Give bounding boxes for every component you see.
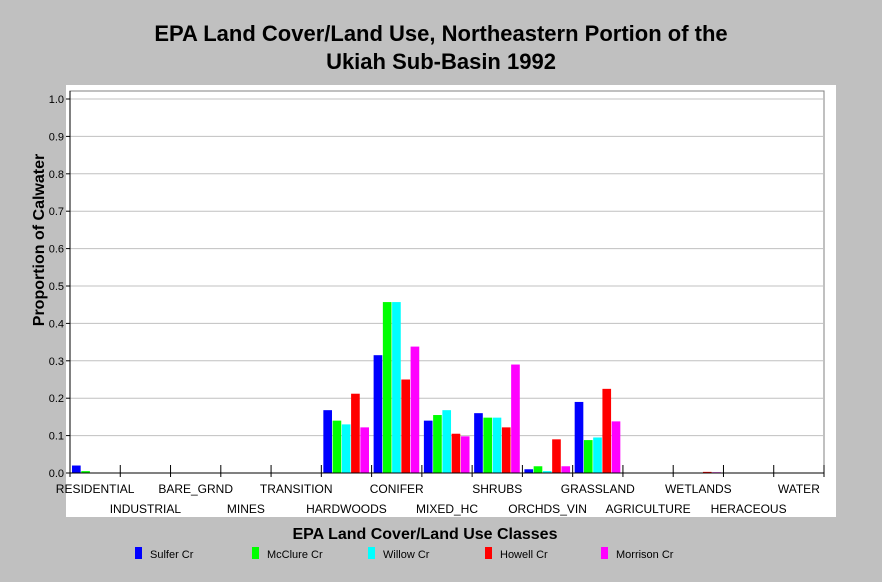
- legend-label: McClure Cr: [267, 549, 323, 561]
- category-label: WETLANDS: [665, 482, 732, 496]
- category-label: ORCHDS_VIN: [508, 502, 587, 516]
- category-label: MIXED_HC: [416, 502, 478, 516]
- category-label: WATER: [778, 482, 820, 496]
- legend-label: Willow Cr: [383, 549, 430, 561]
- legend-item: Sulfer Cr: [135, 546, 193, 564]
- category-label: GRASSLAND: [561, 482, 635, 496]
- bar-willow-cr-grassland: [593, 437, 602, 473]
- bar-mcclure-cr-residential: [81, 471, 90, 473]
- bar-sulfer-cr-orchds_vin: [524, 469, 534, 473]
- y-tick-label: 0.9: [49, 131, 64, 143]
- y-tick-label: 0.3: [49, 356, 64, 368]
- bar-willow-cr-shrubs: [492, 417, 502, 473]
- bar-howell-cr-conifer: [401, 379, 411, 473]
- y-axis-ticks: 0.0 0.1 0.2 0.3 0.4 0.5 0.6 0.7 0.8 0.9 1.0: [49, 91, 71, 480]
- bar-howell-cr-orchds_vin: [552, 439, 561, 473]
- bar-howell-cr-mixed_hc: [451, 433, 461, 473]
- legend-label: Sulfer Cr: [150, 549, 194, 561]
- y-tick-label: 0.7: [49, 206, 64, 218]
- category-label: MINES: [227, 502, 265, 516]
- bar-willow-cr-conifer: [392, 302, 401, 473]
- bar-sulfer-cr-conifer: [373, 355, 383, 473]
- bar-sulfer-cr-residential: [72, 465, 81, 473]
- legend-item: Willow Cr: [368, 546, 429, 564]
- chart-title: EPA Land Cover/Land Use, Northeastern Po…: [0, 20, 882, 76]
- legend-swatch: [601, 547, 608, 560]
- category-label: RESIDENTIAL: [56, 482, 135, 496]
- x-axis-ticks: [69, 465, 825, 477]
- y-tick-label: 0.0: [49, 468, 64, 480]
- bar-mcclure-cr-hardwoods: [332, 420, 342, 473]
- bar-morrison-cr-grassland: [611, 421, 621, 473]
- bar-sulfer-cr-grassland: [574, 401, 584, 473]
- bar-howell-cr-shrubs: [501, 427, 511, 473]
- chart-title-line-1: EPA Land Cover/Land Use, Northeastern Po…: [154, 21, 728, 46]
- bar-sulfer-cr-hardwoods: [323, 410, 332, 473]
- y-tick-label: 0.1: [49, 431, 64, 443]
- plot-area: [69, 90, 825, 474]
- bar-willow-cr-orchds_vin: [542, 471, 552, 473]
- bar-morrison-cr-hardwoods: [360, 427, 369, 473]
- legend-item: McClure Cr: [252, 546, 323, 564]
- category-label: HARDWOODS: [306, 502, 387, 516]
- bar-morrison-cr-shrubs: [511, 364, 520, 473]
- category-label: INDUSTRIAL: [110, 502, 182, 516]
- bar-howell-cr-grassland: [602, 388, 612, 473]
- bar-willow-cr-hardwoods: [341, 424, 351, 473]
- bar-mcclure-cr-orchds_vin: [533, 466, 543, 473]
- bar-sulfer-cr-mixed_hc: [423, 420, 433, 473]
- legend-swatch: [485, 547, 492, 560]
- category-label: BARE_GRND: [158, 482, 233, 496]
- y-tick-label: 0.2: [49, 393, 64, 405]
- bar-morrison-cr-mixed_hc: [460, 436, 470, 473]
- legend: Sulfer Cr McClure Cr Willow Cr Howell Cr Mor…: [0, 546, 882, 564]
- legend-swatch: [368, 547, 375, 560]
- legend-item: Morrison Cr: [601, 546, 673, 564]
- category-label: CONIFER: [370, 482, 424, 496]
- bar-sulfer-cr-shrubs: [474, 413, 483, 473]
- y-tick-label: 0.4: [49, 318, 64, 330]
- category-labels: RESIDENTIAL INDUSTRIAL BARE_GRND MINES TRANS…: [56, 482, 820, 516]
- bar-morrison-cr-orchds_vin: [561, 466, 571, 473]
- bar-willow-cr-mixed_hc: [442, 410, 452, 473]
- y-axis-label-text: Proportion of Calwater: [31, 153, 48, 327]
- legend-swatch: [135, 547, 142, 560]
- bar-howell-cr-hardwoods: [351, 393, 360, 473]
- bars: [72, 302, 721, 473]
- y-tick-label: 0.8: [49, 169, 64, 181]
- y-tick-label: 1.0: [49, 94, 64, 106]
- bar-mcclure-cr-conifer: [382, 302, 392, 473]
- y-tick-label: 0.6: [49, 244, 64, 256]
- y-tick-label: 0.5: [49, 281, 64, 293]
- category-label: TRANSITION: [260, 482, 333, 496]
- legend-item: Howell Cr: [485, 546, 548, 564]
- bar-mcclure-cr-grassland: [583, 440, 593, 473]
- category-label: AGRICULTURE: [606, 502, 691, 516]
- category-label: HERACEOUS: [711, 502, 787, 516]
- category-label: SHRUBS: [472, 482, 522, 496]
- chart-title-line-2: Ukiah Sub-Basin 1992: [326, 49, 556, 74]
- bar-mcclure-cr-shrubs: [483, 417, 493, 473]
- bar-howell-cr-wetlands: [702, 471, 712, 473]
- bar-morrison-cr-conifer: [410, 346, 420, 473]
- legend-label: Morrison Cr: [616, 549, 674, 561]
- x-axis-label: EPA Land Cover/Land Use Classes: [292, 526, 558, 543]
- legend-swatch: [252, 547, 259, 560]
- legend-label: Howell Cr: [500, 549, 548, 561]
- bar-mcclure-cr-mixed_hc: [433, 415, 442, 473]
